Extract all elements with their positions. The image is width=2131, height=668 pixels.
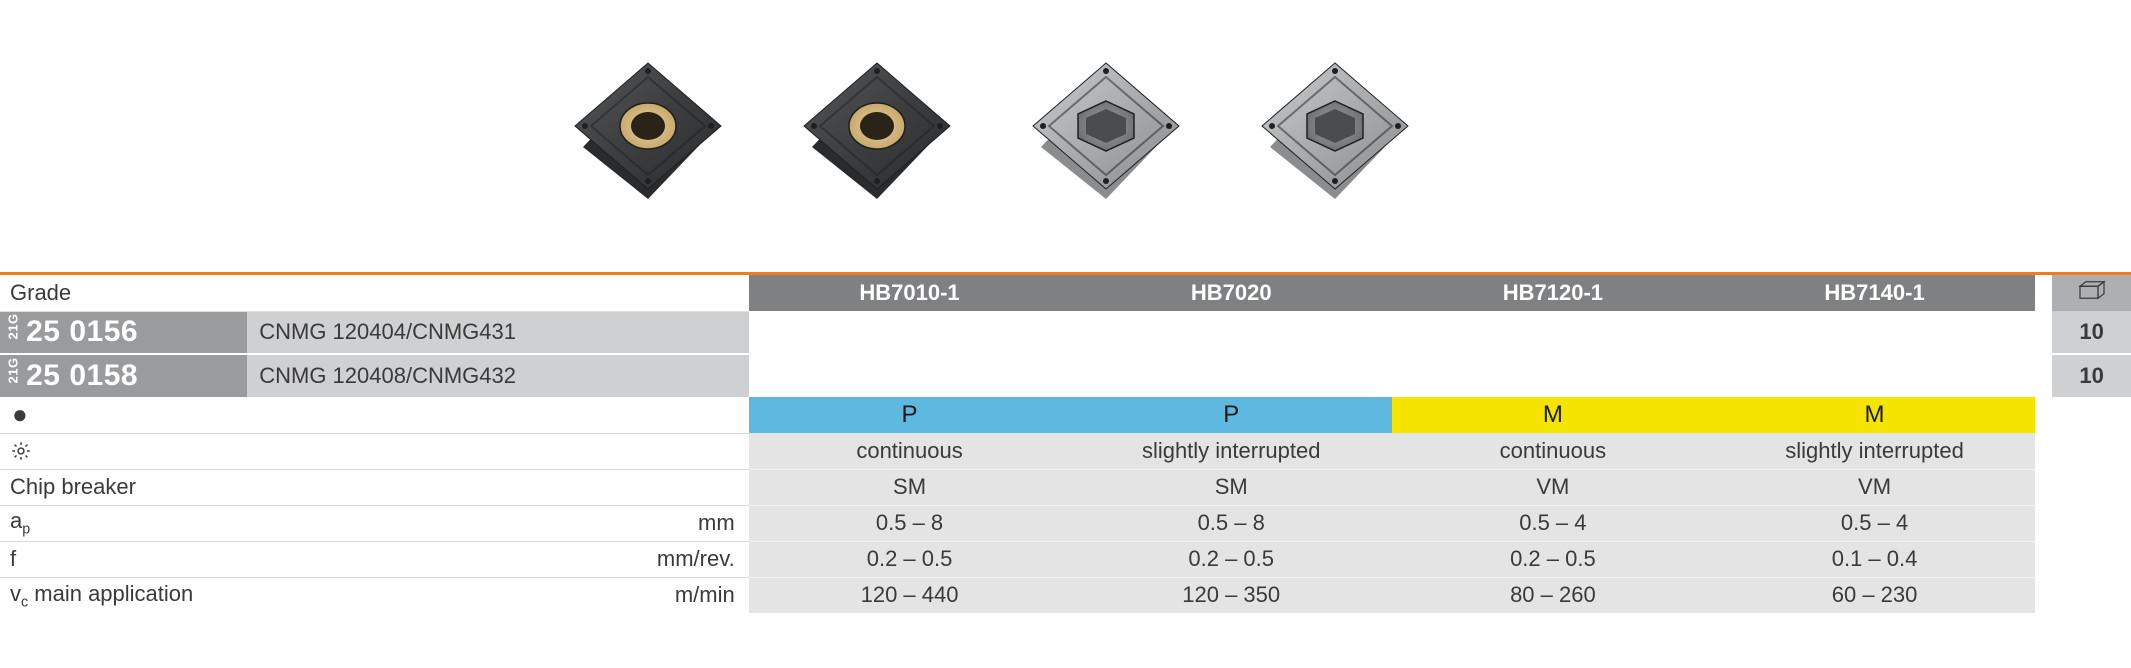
product-row-0: 21G 25 0156 CNMG 120404/CNMG431 10	[0, 311, 2131, 353]
param-value: 0.5 – 4	[1714, 505, 2036, 541]
param-value: SM	[749, 469, 1071, 505]
product-image-2	[762, 51, 991, 221]
param-row-1: apmm0.5 – 80.5 – 80.5 – 40.5 – 4	[0, 505, 2131, 541]
product-code-1: 21G 25 0158	[0, 355, 247, 397]
param-row-3: vc main applicationm/min120 – 440120 – 3…	[0, 577, 2131, 613]
product-qty-0: 10	[2052, 311, 2131, 353]
param-value: SM	[1070, 469, 1392, 505]
param-value: 0.5 – 8	[1070, 505, 1392, 541]
param-label: ap	[0, 505, 645, 541]
param-unit	[645, 469, 749, 505]
machining-row: continuous slightly interrupted continuo…	[0, 433, 2131, 469]
param-value: VM	[1714, 469, 2036, 505]
param-unit: m/min	[645, 577, 749, 613]
param-value: 120 – 350	[1070, 577, 1392, 613]
param-value: VM	[1392, 469, 1714, 505]
param-label: Chip breaker	[0, 469, 645, 505]
product-images-row	[0, 0, 2131, 272]
catalog-table: Grade HB7010-1 HB7020 HB7120-1 HB7140-1 …	[0, 0, 2131, 613]
param-row-0: Chip breakerSMSMVMVM	[0, 469, 2131, 505]
product-desc-1: CNMG 120408/CNMG432	[247, 355, 748, 397]
material-3: M	[1714, 397, 2036, 433]
product-code-0: 21G 25 0156	[0, 311, 247, 353]
material-0: P	[749, 397, 1071, 433]
machining-1: slightly interrupted	[1070, 433, 1392, 469]
grade-col-2: HB7120-1	[1392, 275, 1714, 311]
product-row-1: 21G 25 0158 CNMG 120408/CNMG432 10	[0, 355, 2131, 397]
product-desc-0: CNMG 120404/CNMG431	[247, 311, 748, 353]
material-1: P	[1070, 397, 1392, 433]
machining-0: continuous	[749, 433, 1071, 469]
param-unit: mm/rev.	[645, 541, 749, 577]
grade-col-1: HB7020	[1070, 275, 1392, 311]
param-value: 0.2 – 0.5	[749, 541, 1071, 577]
param-value: 0.5 – 4	[1392, 505, 1714, 541]
product-qty-1: 10	[2052, 355, 2131, 397]
machining-2: continuous	[1392, 433, 1714, 469]
param-label: vc main application	[0, 577, 645, 613]
material-2: M	[1392, 397, 1714, 433]
grade-col-3: HB7140-1	[1714, 275, 2036, 311]
param-value: 0.2 – 0.5	[1070, 541, 1392, 577]
grade-label: Grade	[0, 275, 749, 311]
param-value: 60 – 230	[1714, 577, 2036, 613]
param-value: 0.5 – 8	[749, 505, 1071, 541]
header-row: Grade HB7010-1 HB7020 HB7120-1 HB7140-1	[0, 275, 2131, 311]
param-unit: mm	[645, 505, 749, 541]
product-image-4	[1220, 51, 1449, 221]
grade-col-0: HB7010-1	[749, 275, 1071, 311]
qty-header-icon	[2052, 275, 2131, 311]
param-value: 0.1 – 0.4	[1714, 541, 2036, 577]
spec-table: Grade HB7010-1 HB7020 HB7120-1 HB7140-1 …	[0, 275, 2131, 613]
machining-3: slightly interrupted	[1714, 433, 2036, 469]
product-image-3	[991, 51, 1220, 221]
param-value: 0.2 – 0.5	[1392, 541, 1714, 577]
param-label: f	[0, 541, 645, 577]
gear-icon	[0, 433, 749, 469]
param-value: 80 – 260	[1392, 577, 1714, 613]
product-image-1	[533, 51, 762, 221]
material-row: ● P P M M	[0, 397, 2131, 433]
param-value: 120 – 440	[749, 577, 1071, 613]
bullet-icon: ●	[0, 397, 749, 433]
param-row-2: fmm/rev.0.2 – 0.50.2 – 0.50.2 – 0.50.1 –…	[0, 541, 2131, 577]
